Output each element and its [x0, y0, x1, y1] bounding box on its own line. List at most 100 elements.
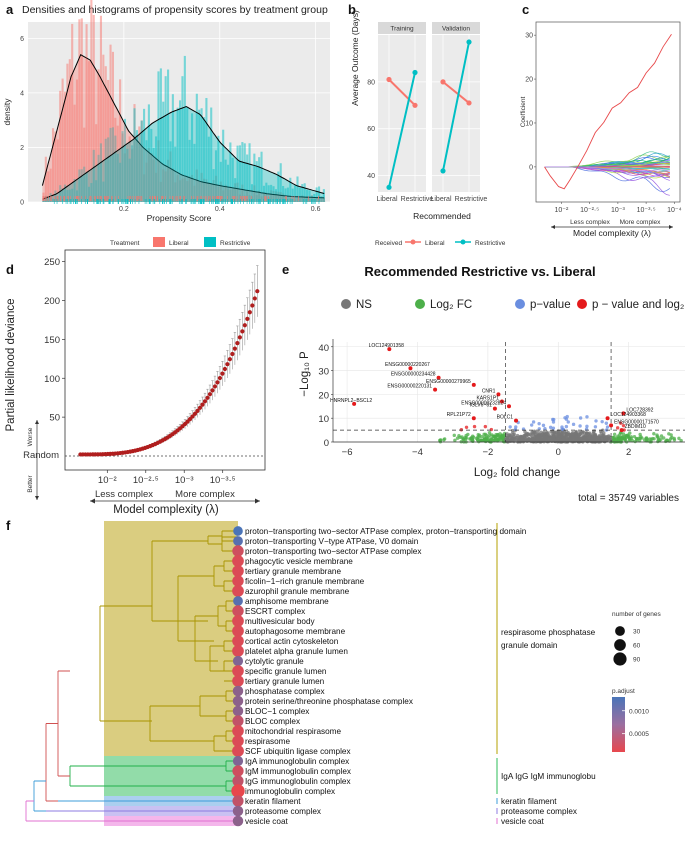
histogram-bar-restrictive	[138, 144, 141, 202]
term-label: cytolytic granule	[245, 657, 304, 666]
labeled-gene-point	[605, 416, 610, 421]
histogram-bar-liberal	[71, 23, 74, 202]
y-tick-label: 0	[20, 200, 24, 207]
deviance-point	[230, 351, 235, 357]
histogram-bar-restrictive	[260, 151, 263, 202]
deviance-point	[245, 316, 250, 321]
deviance-point	[237, 335, 242, 340]
x-tick-label: 10⁻²	[98, 475, 117, 486]
panel-a-title: Densities and histograms of propensity s…	[22, 4, 328, 16]
histogram-bar-liberal	[119, 79, 122, 202]
gene-label: LOC124903368	[611, 412, 647, 418]
histogram-bar-restrictive	[214, 150, 218, 202]
histogram-bar-liberal	[44, 156, 47, 202]
deviance-point	[250, 303, 255, 308]
y-tick-label: 4	[20, 90, 24, 97]
term-label: IgM immunoglobulin complex	[245, 767, 351, 776]
histogram-bar-restrictive	[207, 136, 210, 202]
volcano-point	[679, 438, 683, 443]
histogram-bar-liberal	[95, 124, 98, 202]
histogram-bar-restrictive	[250, 184, 254, 202]
x-tick-label: −2	[482, 447, 493, 458]
volcano-point	[457, 433, 461, 438]
histogram-bar-liberal	[80, 18, 83, 203]
histogram-bar-restrictive	[66, 190, 69, 202]
labeled-gene-point	[621, 411, 626, 416]
histogram-bar-restrictive	[306, 189, 309, 202]
gene-label: CNR1	[482, 388, 496, 394]
point-restrictive	[440, 168, 446, 174]
histogram-bar-restrictive	[63, 184, 67, 202]
facet-strip-label: Validation	[442, 26, 470, 33]
x-tick-label: 0.4	[215, 206, 225, 213]
volcano-point	[483, 432, 488, 436]
histogram-bar-restrictive	[284, 188, 287, 202]
y-tick-label: 30	[318, 367, 329, 378]
dendrogram-branch	[57, 670, 70, 777]
histogram-bar-restrictive	[301, 184, 304, 202]
labeled-gene-point	[507, 404, 511, 409]
gene-label: IGLV6−61	[470, 403, 493, 409]
volcano-point	[545, 431, 549, 435]
histogram-bar-restrictive	[80, 169, 83, 202]
labeled-gene-point	[408, 366, 413, 371]
histogram-bar-liberal	[59, 90, 62, 202]
legend-dot-restrictive	[460, 239, 466, 245]
histogram-bar-restrictive	[294, 185, 297, 202]
legend-label: p − value and log₂ FC	[592, 299, 685, 311]
labeled-gene-point	[352, 401, 357, 406]
dendrogram-branch	[207, 535, 222, 545]
x-tick-label: 10⁻²·⁵	[133, 475, 159, 486]
volcano-point	[644, 436, 648, 441]
dendrogram-branch	[209, 645, 224, 672]
volcano-point	[619, 421, 623, 425]
labeled-gene-point	[619, 428, 624, 433]
panel-c-ylabel: Coefficient	[520, 97, 527, 128]
volcano-point	[518, 437, 523, 441]
dendrogram-branch	[149, 705, 200, 742]
histogram-bar-restrictive	[102, 181, 105, 202]
volcano-point	[570, 432, 575, 436]
size-legend-dot	[613, 652, 627, 666]
histogram-bar-restrictive	[322, 189, 325, 202]
histogram-bar-liberal	[75, 79, 79, 202]
volcano-point	[551, 417, 555, 422]
histogram-bar-restrictive	[186, 106, 189, 202]
term-dot	[232, 635, 244, 647]
panel-a-ylabel: density	[2, 98, 12, 126]
histogram-bar-restrictive	[183, 55, 186, 202]
histogram-bar-restrictive	[195, 93, 198, 202]
volcano-point	[620, 435, 624, 440]
density-area-liberal	[42, 54, 326, 203]
volcano-point	[534, 433, 538, 437]
deviance-point	[207, 392, 213, 397]
labeled-gene-point	[492, 406, 497, 411]
deviance-point	[240, 329, 245, 334]
volcano-point	[659, 434, 664, 438]
histogram-bar-restrictive	[205, 97, 208, 202]
histogram-bar-restrictive	[303, 183, 306, 202]
volcano-point	[565, 414, 569, 419]
y-tick-label: 0	[324, 438, 329, 449]
histogram-bar-restrictive	[190, 113, 194, 202]
gene-label: ENSG00000171570	[614, 419, 659, 425]
coefficient-path-top	[544, 34, 672, 190]
facet-strip	[432, 22, 480, 34]
term-dot	[232, 715, 244, 727]
volcano-point	[522, 435, 527, 439]
volcano-point	[564, 435, 569, 440]
dendrogram-branch	[213, 735, 226, 752]
volcano-point	[537, 421, 541, 426]
term-label: ficolin−1−rich granule membrane	[245, 577, 365, 586]
point-liberal	[440, 79, 446, 85]
term-label: immunoglobulin complex	[245, 787, 335, 796]
cluster-label: proteasome complex	[501, 807, 577, 816]
line-liberal	[388, 78, 416, 107]
panel-d: d 50 100 150 200 250 10⁻² 10⁻²·⁵ 10⁻³ 10⁻³·⁵ Par…	[5, 249, 266, 516]
volcano-point	[564, 424, 569, 429]
y-tick-label: 10	[525, 120, 533, 127]
panel-f-color-legend: p.adjust 0.0010 0.0005	[612, 688, 649, 752]
histogram-bar-restrictive	[277, 171, 280, 202]
term-label: IgA immunoglobulin complex	[245, 757, 349, 766]
